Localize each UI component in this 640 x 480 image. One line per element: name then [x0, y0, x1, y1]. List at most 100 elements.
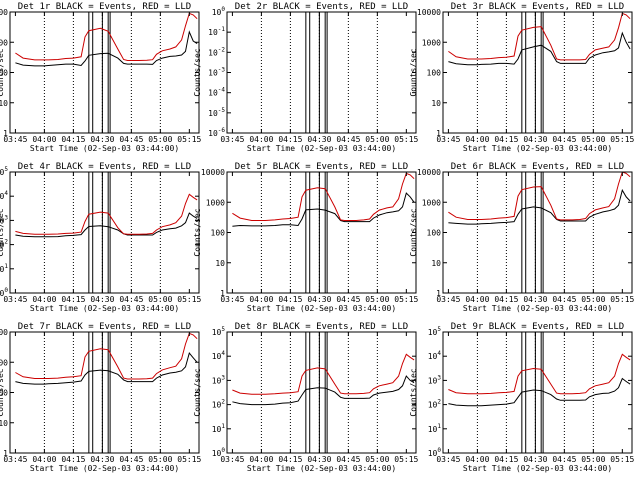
y-tick-label: 103 — [0, 214, 8, 225]
y-tick-label: 10-5 — [208, 107, 225, 118]
y-tick-label: 100 — [428, 447, 442, 458]
plot-title: Det 2r BLACK = Events, RED = LLD — [235, 2, 408, 12]
plot-frame — [226, 171, 417, 294]
x-tick-label: 05:00 — [148, 295, 172, 304]
y-tick-label: 10000 — [0, 328, 8, 337]
x-tick-label: 04:15 — [61, 455, 85, 464]
y-tick-label: 10-6 — [208, 127, 225, 138]
x-tick-label: 05:00 — [148, 135, 172, 144]
y-tick-label: 10 — [215, 259, 225, 268]
x-tick-label: 03:45 — [3, 455, 27, 464]
x-tick-label: 04:00 — [249, 135, 273, 144]
plot-title: Det 6r BLACK = Events, RED = LLD — [451, 162, 624, 172]
y-tick-label: 1000 — [206, 198, 225, 207]
y-tick-label: 10 — [431, 259, 441, 268]
events-series-line — [232, 192, 415, 227]
x-tick-label: 05:15 — [177, 135, 201, 144]
lld-series-line — [232, 353, 415, 395]
lld-series-line — [448, 12, 631, 61]
x-tick-label: 04:00 — [249, 295, 273, 304]
x-tick-label: 03:45 — [436, 135, 460, 144]
y-tick-label: 100 — [0, 69, 8, 78]
y-tick-label: 10 — [0, 99, 8, 108]
x-tick-label: 05:15 — [394, 455, 418, 464]
y-tick-label: 1000 — [422, 198, 441, 207]
x-tick-label: 05:00 — [581, 455, 605, 464]
x-axis-label: Start Time (02-Sep-03 03:44:00) — [463, 464, 612, 473]
y-tick-label: 10-4 — [208, 87, 225, 98]
y-tick-label: 103 — [212, 374, 226, 385]
x-tick-label: 04:30 — [90, 295, 114, 304]
x-axis-label: Start Time (02-Sep-03 03:44:00) — [247, 144, 396, 153]
plot-frame — [442, 171, 633, 294]
plot-panel: Det 7r BLACK = Events, RED = LLD 1 10 100 10… — [0, 322, 202, 473]
x-tick-label: 05:15 — [610, 455, 634, 464]
x-tick-label: 04:45 — [552, 295, 576, 304]
y-tick-label: 100 — [0, 287, 8, 298]
y-axis-label: Counts/sec — [0, 48, 5, 96]
y-tick-label: 105 — [0, 166, 8, 177]
x-axis-label: Start Time (02-Sep-03 03:44:00) — [463, 304, 612, 313]
x-tick-label: 04:45 — [119, 135, 143, 144]
lld-series-line — [448, 353, 631, 395]
plot-frame — [442, 331, 633, 454]
x-tick-label: 04:30 — [307, 455, 331, 464]
x-tick-label: 05:15 — [177, 295, 201, 304]
y-tick-label: 104 — [212, 350, 226, 361]
lld-series-line — [232, 172, 415, 221]
y-tick-label: 1000 — [422, 38, 441, 47]
y-axis-label: Counts/sec — [409, 208, 418, 256]
x-axis-label: Start Time (02-Sep-03 03:44:00) — [247, 464, 396, 473]
plot-panel: Det 8r BLACK = Events, RED = LLD 100 101 10… — [193, 322, 419, 473]
x-tick-label: 04:30 — [90, 135, 114, 144]
y-tick-label: 10 — [0, 419, 8, 428]
x-tick-label: 04:45 — [336, 135, 360, 144]
lld-series-line — [15, 12, 198, 61]
y-tick-label: 100 — [212, 6, 226, 17]
x-tick-label: 04:00 — [465, 295, 489, 304]
x-tick-label: 04:45 — [336, 455, 360, 464]
plot-panel: Det 9r BLACK = Events, RED = LLD 100 101 10… — [409, 322, 635, 473]
y-tick-label: 105 — [428, 326, 442, 337]
x-tick-label: 04:15 — [61, 135, 85, 144]
plot-frame — [442, 11, 633, 134]
y-tick-label: 10 — [431, 99, 441, 108]
y-tick-label: 102 — [0, 239, 8, 250]
plot-title: Det 1r BLACK = Events, RED = LLD — [18, 2, 191, 12]
y-tick-label: 105 — [212, 326, 226, 337]
x-axis-label: Start Time (02-Sep-03 03:44:00) — [247, 304, 396, 313]
y-tick-label: 1 — [436, 289, 441, 298]
x-tick-label: 04:00 — [249, 455, 273, 464]
y-tick-label: 102 — [428, 399, 442, 410]
plot-panel: Det 4r BLACK = Events, RED = LLD 100 101 10… — [0, 162, 202, 313]
plot-frame — [9, 171, 200, 294]
y-tick-label: 1 — [436, 129, 441, 138]
x-tick-label: 04:15 — [278, 455, 302, 464]
y-tick-label: 1000 — [0, 358, 8, 367]
events-series-line — [448, 377, 631, 407]
y-tick-label: 103 — [428, 374, 442, 385]
events-series-line — [15, 30, 198, 67]
plot-panel: Det 1r BLACK = Events, RED = LLD 1 10 100 10… — [0, 2, 202, 153]
y-tick-label: 101 — [212, 423, 226, 434]
plot-panel: Det 3r BLACK = Events, RED = LLD 1 10 100 10… — [409, 2, 635, 153]
y-tick-label: 10000 — [201, 168, 225, 177]
x-tick-label: 04:15 — [278, 295, 302, 304]
plot-title: Det 3r BLACK = Events, RED = LLD — [451, 2, 624, 12]
x-tick-label: 04:00 — [32, 295, 56, 304]
x-axis-label: Start Time (02-Sep-03 03:44:00) — [30, 464, 179, 473]
x-tick-label: 04:30 — [523, 295, 547, 304]
x-tick-label: 05:00 — [148, 455, 172, 464]
x-tick-label: 03:45 — [436, 455, 460, 464]
x-axis-label: Start Time (02-Sep-03 03:44:00) — [463, 144, 612, 153]
y-tick-label: 1000 — [0, 38, 8, 47]
x-tick-label: 04:00 — [465, 455, 489, 464]
x-tick-label: 05:00 — [581, 135, 605, 144]
y-tick-label: 10000 — [417, 8, 441, 17]
plot-frame — [226, 11, 417, 134]
x-tick-label: 04:15 — [494, 295, 518, 304]
y-tick-label: 100 — [211, 229, 226, 238]
y-tick-label: 100 — [427, 69, 442, 78]
x-tick-label: 03:45 — [220, 135, 244, 144]
